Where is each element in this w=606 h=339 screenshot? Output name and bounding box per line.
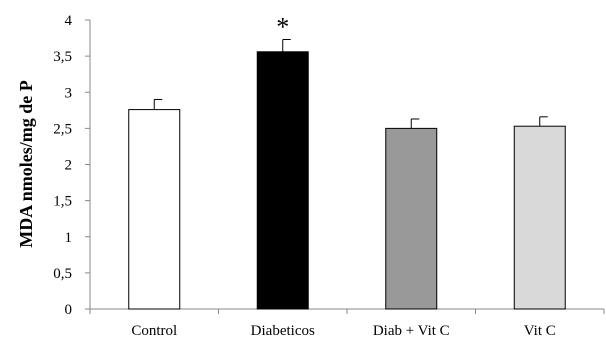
bar-vit-c — [513, 125, 566, 310]
significance-annotation: * — [276, 13, 289, 42]
y-axis-label: MDA nmoles/mg de P — [16, 80, 36, 247]
bar-control — [128, 109, 181, 310]
x-tick-label: Vit C — [524, 323, 556, 339]
y-tick-label: 3 — [65, 85, 73, 101]
x-tick-label: Diabeticos — [251, 323, 315, 339]
y-tick-label: 2,5 — [53, 121, 72, 137]
y-tick-label: 0,5 — [53, 266, 72, 282]
y-tick-label: 1 — [65, 230, 73, 246]
bar-diabeticos — [256, 51, 309, 310]
y-tick-label: 2 — [65, 158, 73, 174]
y-tick-label: 4 — [65, 13, 73, 29]
x-tick-label: Control — [131, 323, 177, 339]
x-tick-label: Diab + Vit C — [373, 323, 450, 339]
bar-diab-vit-c — [385, 127, 438, 310]
plot-area: 0 0,5 1 1,5 2 2,5 3 3,5 4 Control Diabeticos Diab +… — [53, 13, 605, 339]
y-tick-label: 1,5 — [53, 194, 72, 210]
y-tick-label: 3,5 — [53, 49, 72, 65]
y-tick-label: 0 — [65, 302, 73, 318]
